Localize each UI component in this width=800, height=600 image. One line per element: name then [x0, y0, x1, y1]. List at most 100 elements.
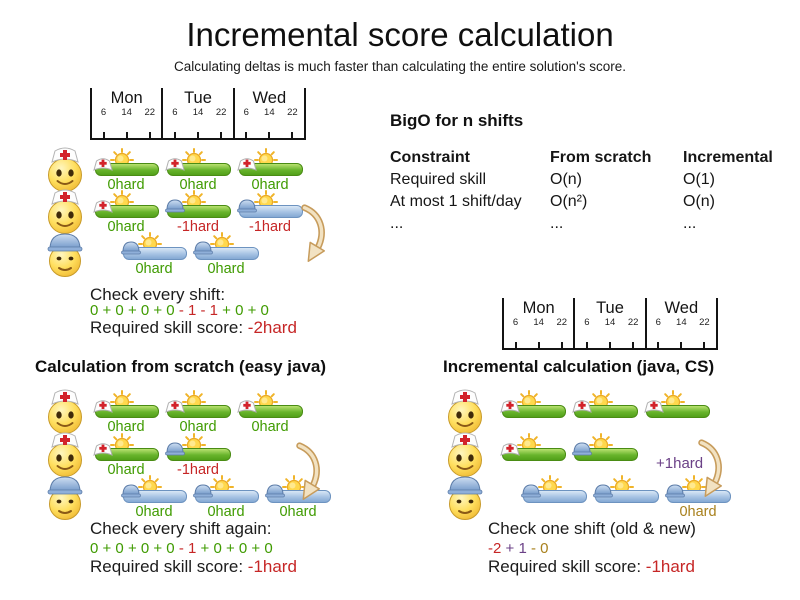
- shift-icon: 0hard: [664, 475, 733, 521]
- shift-icon: 0hard: [192, 232, 261, 278]
- timeline-tick: [560, 342, 563, 348]
- timeline-hour-label: 6: [655, 317, 661, 328]
- shift-grid-before: 0hard 0hard 0hard 0hard -1hard -1hard 0hard 0ha…: [40, 147, 375, 288]
- score-value: -1hard: [645, 557, 695, 576]
- shift-icon: 0hard: [93, 190, 161, 236]
- shift-score-label: 0hard: [135, 261, 173, 277]
- timeline-hour-label: 6: [512, 317, 519, 328]
- timeline-day-name: Tue: [184, 89, 212, 107]
- shift-icon: [593, 475, 661, 521]
- shift-score-label: -1hard: [177, 461, 219, 478]
- check-label-incremental: Check one shift (old & new): [488, 519, 696, 538]
- timeline-hour-label: 14: [604, 317, 616, 328]
- employee-icon-nurse: [445, 389, 485, 435]
- bigo-cell: At most 1 shift/day: [390, 193, 522, 210]
- hard-hat-icon: [120, 240, 142, 260]
- timeline-hours: 6 14 22: [235, 107, 304, 118]
- hard-hat-icon: [520, 483, 542, 503]
- bigo-cell: Required skill: [390, 171, 487, 188]
- shift-score-label: -1hard: [177, 219, 219, 235]
- timeline-tick: [245, 132, 248, 138]
- employee-icon-builder: [445, 474, 485, 520]
- score-label: Required skill score:: [90, 318, 248, 337]
- nurse-cap-icon: [643, 398, 665, 419]
- timeline-hour-label: 14: [676, 317, 687, 328]
- sum-line-top: 0 + 0 + 0 + 0 - 1 - 1 + 0 + 0: [90, 302, 269, 319]
- timeline-tick: [537, 342, 540, 348]
- sum-part: + 1: [501, 540, 527, 557]
- page-subtitle: Calculating deltas is much faster than c…: [173, 59, 627, 74]
- timeline-hour-label: 14: [533, 317, 544, 328]
- bigo-cell: O(n²): [550, 193, 588, 210]
- employee-icon-nurse: [45, 389, 85, 435]
- shift-icon: 0hard: [93, 432, 161, 479]
- timeline-day: Tue 6 14 22: [161, 88, 232, 138]
- timeline-tick: [632, 342, 635, 348]
- shift-score-label: 0hard: [135, 504, 173, 520]
- timeline-day-name: Tue: [596, 299, 624, 317]
- hard-hat-icon: [192, 483, 214, 503]
- sum-part: 0 + 0 + 0 + 0: [90, 302, 179, 319]
- shift-icon: [571, 432, 640, 479]
- bigo-cell: ...: [550, 215, 564, 232]
- nurse-cap-icon: [236, 398, 258, 419]
- bigo-cell: O(n): [550, 171, 582, 188]
- hard-hat-icon: [664, 483, 686, 503]
- heading-incremental: Incremental calculation (java, CS): [443, 357, 715, 376]
- sum-part: 0 + 0 + 0 + 0: [90, 540, 179, 557]
- timeline-tick: [102, 132, 105, 138]
- hard-hat-icon: [236, 198, 258, 218]
- check-label-top: Check every shift:: [90, 285, 226, 304]
- bigo-cell: O(1): [683, 171, 715, 188]
- shift-score-label: 0hard: [207, 504, 245, 520]
- employee-icon-builder: [45, 474, 85, 520]
- timeline-hours: 6 14 22: [575, 317, 644, 328]
- employee-icon-nurse: [45, 147, 85, 193]
- bigo-heading: BigO for n shifts: [390, 111, 524, 130]
- timeline-hour-label: 14: [264, 107, 275, 118]
- page-title: Incremental score calculation: [186, 16, 614, 53]
- shift-icon: -1hard: [164, 190, 233, 236]
- employee-icon-nurse: [445, 432, 485, 478]
- shift-icon: [572, 390, 640, 436]
- timeline-hour-label: 22: [215, 107, 227, 118]
- hard-hat-icon: [571, 441, 593, 461]
- score-value: -1hard: [247, 557, 297, 576]
- shift-score-label: 0hard: [207, 261, 245, 277]
- timeline-tick: [220, 132, 223, 138]
- score-line-scratch: Required skill score: -1hard: [90, 557, 297, 577]
- shift-score-label: -1hard: [249, 219, 291, 235]
- timeline-hour-label: 14: [121, 107, 132, 118]
- shift-icon: 0hard: [121, 475, 189, 521]
- shift-score-label: 0hard: [679, 504, 717, 520]
- bigo-cell: ...: [390, 215, 404, 232]
- timeline-hours: 6 14 22: [504, 317, 573, 328]
- timeline-tick: [148, 132, 151, 138]
- shift-score-label: 0hard: [251, 177, 289, 193]
- shift-score-label: 0hard: [107, 461, 145, 478]
- shift-icon: 0hard: [236, 390, 305, 436]
- nurse-cap-icon: [92, 398, 114, 419]
- nurse-cap-icon: [499, 398, 521, 419]
- timeline-hour-label: 6: [100, 107, 107, 118]
- shift-icon: 0hard: [237, 148, 305, 194]
- shift-icon: [499, 390, 568, 436]
- hard-hat-icon: [164, 441, 186, 461]
- timeline-hour-label: 22: [144, 107, 156, 118]
- move-arrow-icon: [698, 439, 723, 497]
- shift-icon: 0hard: [265, 475, 333, 521]
- employee-icon-builder: [45, 231, 85, 277]
- timeline-hours: 6 14 22: [647, 317, 716, 328]
- timeline-day: Mon 6 14 22: [502, 298, 573, 348]
- timeline-day-name: Mon: [522, 299, 555, 317]
- hard-hat-icon: [164, 198, 186, 218]
- timeline-hour-label: 22: [287, 107, 298, 118]
- hard-hat-icon: [192, 240, 214, 260]
- timeline-tick: [585, 342, 588, 348]
- timeline-tick: [703, 342, 706, 348]
- delta-score-label: +1hard: [656, 455, 704, 472]
- shift-grid-scratch: 0hard 0hard 0hard 0hard -1hard 0hard 0hard 0har…: [40, 388, 375, 528]
- shift-icon: 0hard: [120, 232, 189, 278]
- timeline-tick: [268, 132, 271, 138]
